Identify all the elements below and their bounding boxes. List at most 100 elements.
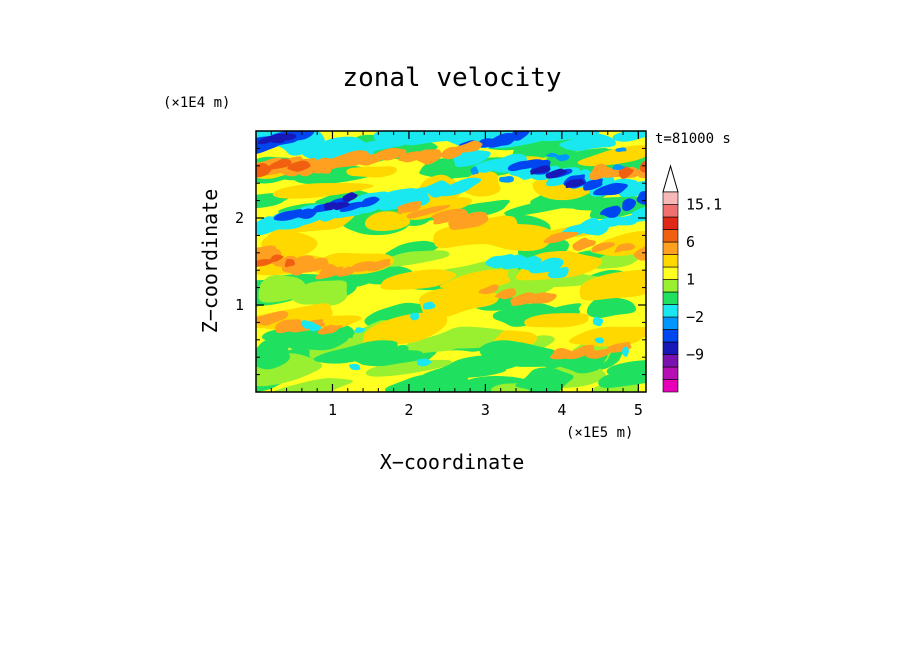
x-tick-label: 2 <box>404 401 413 419</box>
orange-streak <box>396 201 422 214</box>
gold-region <box>461 171 501 197</box>
orange-streak <box>336 266 357 277</box>
navy-core <box>331 201 350 211</box>
colorbar-swatch <box>662 341 679 355</box>
cyan-spot <box>594 337 605 344</box>
navy-core <box>529 165 551 175</box>
colorbar: 15.1 6 1 −2 −9 <box>662 164 722 393</box>
colorbar-swatch <box>662 366 679 380</box>
orange-streak <box>374 147 407 161</box>
colorbar-swatch <box>662 266 679 280</box>
orange-streak <box>563 344 597 360</box>
cyan-streak <box>527 257 564 274</box>
colorbar-swatch <box>662 329 679 343</box>
x-multiplier-label: (×1E5 m) <box>566 425 633 441</box>
cyan-spot <box>354 327 366 333</box>
orange-streak <box>572 237 596 251</box>
blue-streak <box>593 182 628 196</box>
colorbar-swatch <box>662 254 679 268</box>
orange-streak <box>297 257 331 273</box>
cyan-streak <box>436 177 482 197</box>
sky-spot <box>615 147 627 152</box>
sky-spot <box>612 164 625 170</box>
cyan-streak <box>402 187 430 206</box>
orange-streak <box>365 258 391 272</box>
y-tick-label: 1 <box>235 296 244 314</box>
blue-streak <box>600 205 621 218</box>
gold-region <box>579 269 646 301</box>
colorbar-swatch <box>662 229 679 243</box>
cyan-spot <box>592 316 604 327</box>
green-region <box>422 362 507 380</box>
navy-core <box>565 178 586 189</box>
navy-core <box>342 192 358 202</box>
colorbar-swatch <box>662 354 679 368</box>
blue-streak <box>273 208 304 221</box>
orange-streak <box>431 208 469 225</box>
orange-streak <box>453 140 483 153</box>
gold-region <box>364 211 411 231</box>
orange-streak <box>319 263 341 276</box>
gold-region <box>568 326 646 347</box>
orange-streak <box>256 245 277 264</box>
colorbar-swatch <box>662 204 679 218</box>
x-tick-label: 1 <box>328 401 337 419</box>
colorbar-swatch <box>662 191 679 205</box>
blue-streak <box>636 190 646 205</box>
cyan-region <box>612 131 646 142</box>
lime-region <box>290 280 348 306</box>
orange-streak <box>586 349 611 359</box>
orange-streak <box>543 231 579 244</box>
blue-streak <box>507 159 542 172</box>
cyan-spot <box>308 323 322 332</box>
red-core <box>287 160 311 172</box>
orange-streak <box>614 243 636 253</box>
colorbar-overflow-triangle <box>662 164 679 193</box>
lime-region <box>266 378 353 392</box>
green-region <box>586 297 637 318</box>
sky-spot <box>555 154 570 162</box>
x-tick-label: 3 <box>481 401 490 419</box>
orange-streak <box>415 149 442 165</box>
orange-streak <box>406 205 451 219</box>
gold-region <box>590 230 646 257</box>
red-core <box>269 254 284 263</box>
colorbar-label: 1 <box>686 271 695 289</box>
green-region <box>515 367 574 392</box>
orange-streak <box>494 288 517 300</box>
y-axis-ticks: 12 <box>235 147 646 376</box>
orange-streak <box>589 163 613 180</box>
colorbar-swatch <box>662 216 679 230</box>
sky-spot <box>470 166 479 175</box>
green-region <box>384 240 442 259</box>
cyan-streak <box>452 150 491 168</box>
cyan-region <box>559 133 616 151</box>
colorbar-label: −9 <box>686 346 704 364</box>
gold-region <box>524 313 589 328</box>
orange-streak <box>448 211 489 230</box>
lime-region <box>381 250 450 267</box>
cyan-spot <box>348 363 361 371</box>
gold-region <box>346 166 397 178</box>
red-core <box>269 158 292 170</box>
green-region <box>358 349 423 367</box>
red-core <box>618 166 634 179</box>
y-multiplier-label: (×1E4 m) <box>163 95 230 111</box>
x-axis-ticks: 1 2 3 4 5 <box>270 131 643 419</box>
colorbar-label: 15.1 <box>686 196 722 214</box>
sky-spot <box>499 176 514 183</box>
navy-core <box>545 168 568 179</box>
green-region <box>286 331 349 351</box>
cyan-spot <box>416 358 433 367</box>
contour-field <box>256 131 646 392</box>
colorbar-label: −2 <box>686 308 704 326</box>
orange-streak <box>478 284 499 295</box>
cyan-spot <box>422 301 436 310</box>
x-tick-label: 4 <box>557 401 566 419</box>
cyan-streak <box>547 267 569 279</box>
x-axis-title: X−coordinate <box>380 450 525 474</box>
orange-streak <box>591 242 615 253</box>
time-label: t=81000 s <box>655 131 731 147</box>
green-region <box>256 336 291 370</box>
plot-frame <box>255 130 647 393</box>
